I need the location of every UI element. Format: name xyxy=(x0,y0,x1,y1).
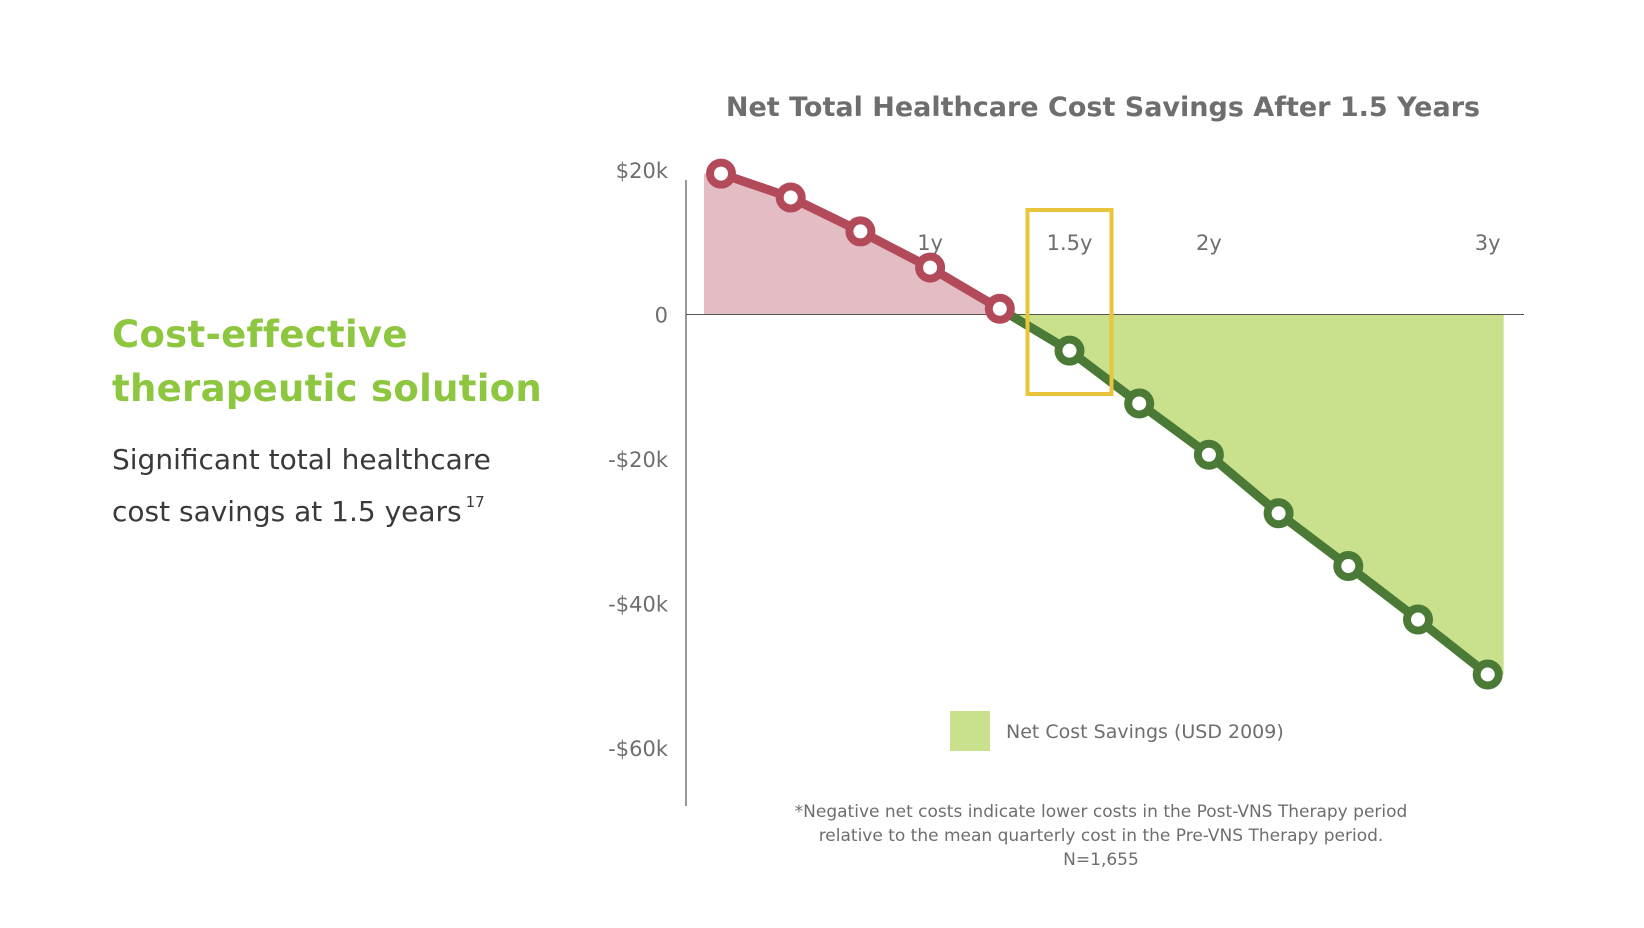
data-point xyxy=(1333,551,1364,582)
data-point xyxy=(1054,335,1085,366)
footnote-line: relative to the mean quarterly cost in t… xyxy=(819,826,1384,846)
subtext-line-1: Significant total healthcare xyxy=(112,443,491,476)
chart-title: Net Total Healthcare Cost Savings After … xyxy=(726,92,1480,123)
data-point xyxy=(845,216,876,247)
subtext-line-2: cost savings at 1.5 years 17 xyxy=(112,486,572,538)
y-tick-label: 0 xyxy=(655,304,668,328)
legend-label: Net Cost Savings (USD 2009) xyxy=(1006,721,1284,743)
legend-swatch xyxy=(950,711,990,751)
x-tick-label: 1y xyxy=(917,231,943,255)
subtext-line-2-text: cost savings at 1.5 years xyxy=(112,495,462,528)
data-point xyxy=(915,252,946,283)
footnote-line: N=1,655 xyxy=(1063,850,1139,870)
x-tick-label: 2y xyxy=(1196,231,1222,255)
x-tick-label: 3y xyxy=(1475,231,1501,255)
data-point xyxy=(984,293,1015,324)
y-tick-label: $20k xyxy=(616,159,669,183)
data-point xyxy=(775,182,806,213)
data-point xyxy=(1403,604,1433,635)
citation-superscript: 17 xyxy=(465,493,485,511)
subtext: Significant total healthcare cost saving… xyxy=(112,434,572,538)
highlight-box-1-5y xyxy=(1025,208,1114,396)
footnote-line: *Negative net costs indicate lower costs… xyxy=(795,802,1408,822)
data-point xyxy=(1124,388,1155,419)
headline: Cost-effective therapeutic solution xyxy=(112,308,572,416)
data-point xyxy=(1193,439,1224,470)
y-tick-label: -$40k xyxy=(608,593,669,617)
data-point xyxy=(1263,498,1294,529)
headline-line-2: therapeutic solution xyxy=(112,367,543,410)
data-point xyxy=(706,158,736,189)
y-tick-label: -$20k xyxy=(608,448,669,472)
data-point xyxy=(1472,659,1503,690)
y-tick-label: -$60k xyxy=(608,737,669,761)
headline-line-1: Cost-effective xyxy=(112,313,408,356)
x-tick-label: 1.5y xyxy=(1047,231,1093,255)
left-panel: Cost-effective therapeutic solution Sign… xyxy=(112,308,572,538)
